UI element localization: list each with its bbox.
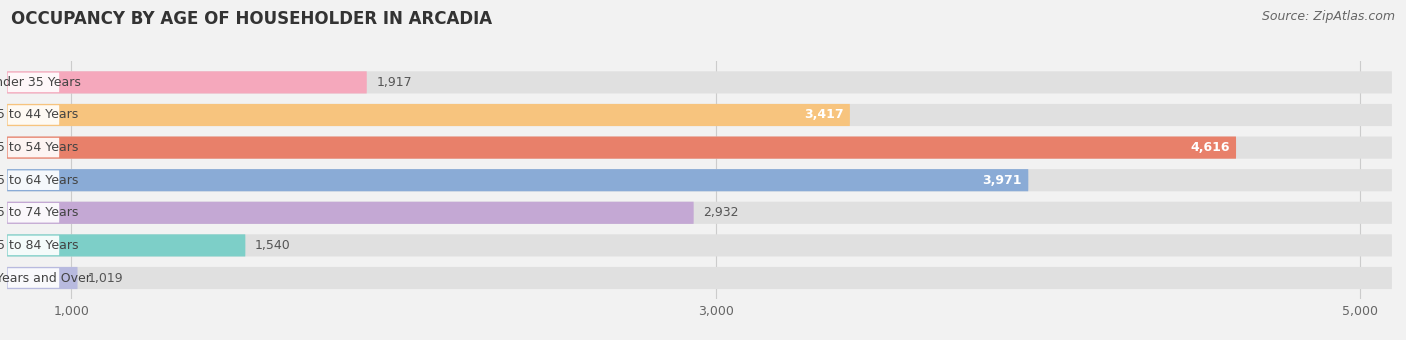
Text: 45 to 54 Years: 45 to 54 Years: [0, 141, 79, 154]
FancyBboxPatch shape: [7, 234, 246, 256]
Text: OCCUPANCY BY AGE OF HOUSEHOLDER IN ARCADIA: OCCUPANCY BY AGE OF HOUSEHOLDER IN ARCAD…: [11, 10, 492, 28]
Text: 85 Years and Over: 85 Years and Over: [0, 272, 91, 285]
FancyBboxPatch shape: [7, 234, 1392, 256]
FancyBboxPatch shape: [7, 137, 1392, 159]
Text: 3,971: 3,971: [983, 174, 1022, 187]
FancyBboxPatch shape: [7, 105, 59, 125]
FancyBboxPatch shape: [7, 104, 849, 126]
FancyBboxPatch shape: [7, 236, 59, 255]
Text: 3,417: 3,417: [804, 108, 844, 121]
Text: 1,917: 1,917: [377, 76, 412, 89]
FancyBboxPatch shape: [7, 71, 367, 94]
Text: 1,540: 1,540: [254, 239, 291, 252]
Text: 1,019: 1,019: [87, 272, 122, 285]
FancyBboxPatch shape: [7, 268, 59, 288]
Text: Source: ZipAtlas.com: Source: ZipAtlas.com: [1261, 10, 1395, 23]
FancyBboxPatch shape: [7, 104, 1392, 126]
FancyBboxPatch shape: [7, 203, 59, 223]
Text: 35 to 44 Years: 35 to 44 Years: [0, 108, 79, 121]
Text: 65 to 74 Years: 65 to 74 Years: [0, 206, 79, 219]
Text: 4,616: 4,616: [1189, 141, 1230, 154]
FancyBboxPatch shape: [7, 202, 1392, 224]
Text: 2,932: 2,932: [703, 206, 738, 219]
FancyBboxPatch shape: [7, 137, 1236, 159]
FancyBboxPatch shape: [7, 169, 1028, 191]
FancyBboxPatch shape: [7, 71, 1392, 94]
FancyBboxPatch shape: [7, 170, 59, 190]
Text: Under 35 Years: Under 35 Years: [0, 76, 82, 89]
FancyBboxPatch shape: [7, 267, 77, 289]
FancyBboxPatch shape: [7, 267, 1392, 289]
FancyBboxPatch shape: [7, 202, 693, 224]
FancyBboxPatch shape: [7, 73, 59, 92]
Text: 55 to 64 Years: 55 to 64 Years: [0, 174, 79, 187]
Text: 75 to 84 Years: 75 to 84 Years: [0, 239, 79, 252]
FancyBboxPatch shape: [7, 138, 59, 157]
FancyBboxPatch shape: [7, 169, 1392, 191]
